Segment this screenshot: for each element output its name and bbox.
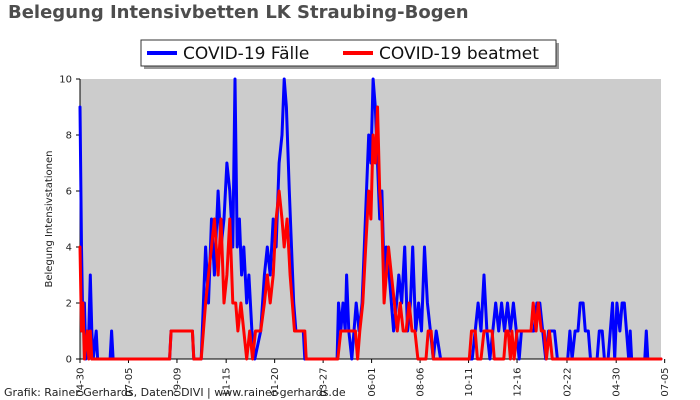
- x-tick-label: 06-01: [367, 368, 378, 397]
- y-tick-label: 4: [66, 243, 72, 254]
- y-tick-label: 8: [66, 131, 72, 142]
- x-tick-label: 09-09: [172, 368, 183, 397]
- x-tick-label: 02-22: [562, 368, 573, 397]
- x-tick-label: 04-30: [76, 368, 87, 397]
- x-tick-label: 03-27: [319, 368, 330, 397]
- x-tick-label: 08-06: [416, 368, 427, 397]
- data-credit: Grafik: Rainer Gerhards, Daten: DIVI | w…: [4, 386, 346, 399]
- chart-title: Belegung Intensivbetten LK Straubing-Bog…: [8, 2, 469, 23]
- x-tick-label: 10-11: [464, 368, 475, 397]
- x-tick-label: 07-05: [124, 368, 135, 397]
- series-line-faelle: [78, 77, 663, 361]
- x-tick-label: 11-15: [222, 368, 233, 397]
- legend-label: COVID-19 beatmet: [379, 44, 539, 64]
- series-line-beatmet: [78, 105, 663, 361]
- y-tick-label: 6: [66, 187, 72, 198]
- legend: COVID-19 Fälle COVID-19 beatmet: [140, 39, 559, 69]
- y-tick-label: 10: [59, 75, 72, 86]
- y-axis: 0 2 4 6 8 10: [59, 75, 81, 366]
- x-tick-label: 04-30: [612, 368, 623, 397]
- x-tick-label: 12-16: [513, 368, 524, 397]
- y-axis-label: Belegung Intensivstationen: [44, 150, 55, 287]
- x-tick-label: 07-05: [660, 368, 671, 397]
- y-tick-label: 2: [66, 299, 72, 310]
- y-tick-label: 0: [66, 355, 72, 366]
- series-layer: [78, 77, 663, 361]
- legend-label: COVID-19 Fälle: [183, 44, 309, 64]
- x-tick-label: 01-20: [270, 368, 281, 397]
